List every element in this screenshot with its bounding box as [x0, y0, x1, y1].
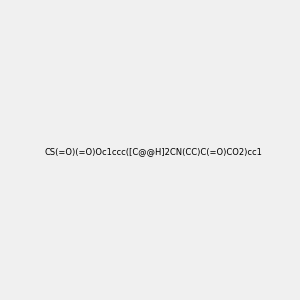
- Text: CS(=O)(=O)Oc1ccc([C@@H]2CN(CC)C(=O)CO2)cc1: CS(=O)(=O)Oc1ccc([C@@H]2CN(CC)C(=O)CO2)c…: [45, 147, 263, 156]
